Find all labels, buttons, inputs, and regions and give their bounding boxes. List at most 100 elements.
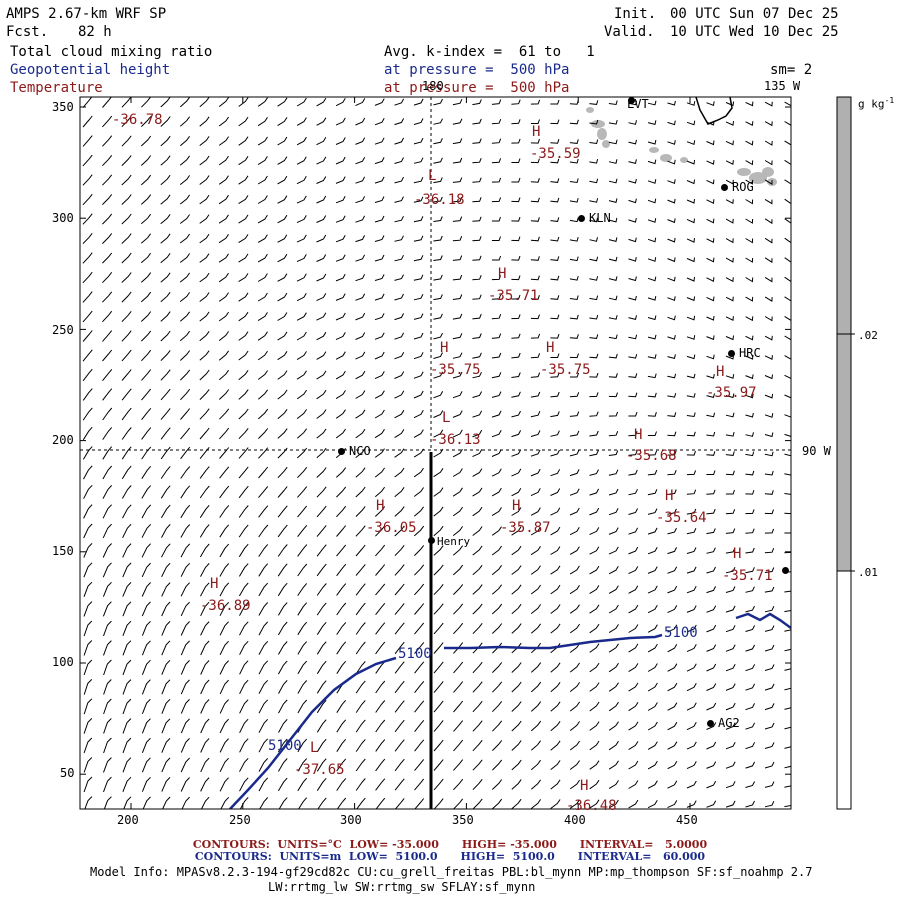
wind-barb	[530, 99, 541, 105]
wind-barb	[589, 604, 600, 614]
wind-barb	[297, 583, 308, 596]
station-label: HRC	[739, 346, 761, 360]
wind-barb	[569, 430, 580, 437]
wind-barb	[121, 115, 132, 128]
wind-barb	[472, 294, 482, 300]
wind-barb	[122, 601, 132, 617]
wind-barb	[764, 528, 775, 534]
wind-barb	[394, 798, 405, 809]
wind-barb	[686, 198, 695, 204]
temp-extremum-value: -37.65	[294, 762, 345, 778]
wind-barb	[82, 135, 93, 147]
wind-barb	[628, 760, 639, 770]
wind-barb	[608, 373, 618, 378]
wind-barb	[745, 257, 754, 263]
wind-barb	[453, 642, 464, 654]
x-tick-label: 250	[229, 813, 251, 827]
wind-barb	[335, 390, 346, 400]
wind-barb	[628, 159, 637, 165]
wind-barb	[647, 585, 658, 594]
wind-barb	[745, 489, 755, 495]
wind-barb	[374, 371, 385, 380]
wind-barb	[257, 253, 268, 263]
wind-barb	[316, 777, 327, 791]
wind-barb	[316, 156, 327, 165]
wind-barb	[257, 117, 268, 127]
wind-barb	[530, 236, 540, 242]
wind-barb	[238, 582, 249, 597]
wind-barb	[686, 722, 697, 731]
wind-barb	[745, 644, 756, 652]
y-tick-label: 150	[52, 544, 74, 558]
wind-barb	[472, 236, 482, 242]
wind-barb	[199, 311, 210, 322]
wind-barb	[180, 757, 190, 773]
wind-barb	[336, 738, 347, 752]
wind-barb	[472, 720, 483, 732]
valid-label: Valid.	[604, 24, 655, 40]
wind-barb	[239, 757, 249, 772]
wind-barb	[647, 179, 657, 184]
wind-barb	[316, 428, 327, 439]
wind-barb	[180, 699, 190, 714]
wind-barb	[102, 388, 113, 401]
wind-barb	[706, 354, 715, 360]
wind-barb	[706, 528, 716, 535]
wind-barb	[414, 778, 425, 791]
wind-barb	[199, 292, 210, 302]
wind-barb	[433, 487, 444, 497]
wind-barb	[375, 680, 386, 694]
wind-barb	[784, 394, 791, 399]
wind-barb	[569, 488, 580, 496]
wind-barb	[453, 759, 464, 771]
wind-barb	[530, 275, 540, 281]
wind-barb	[647, 392, 657, 398]
wind-barb	[452, 157, 463, 164]
wind-barb	[784, 453, 791, 457]
wind-barb	[550, 507, 561, 516]
wind-barb	[200, 660, 210, 675]
wind-barb	[569, 604, 580, 614]
wind-barb	[218, 234, 229, 244]
wind-barb	[82, 310, 93, 323]
wind-barb	[530, 662, 542, 673]
wind-barb	[764, 335, 773, 341]
wind-barb	[374, 313, 385, 321]
wind-barb	[667, 412, 677, 417]
wind-barb	[784, 257, 791, 263]
height-contour-label: 5100	[398, 646, 432, 662]
wind-barb	[667, 470, 677, 476]
wind-barb	[121, 213, 132, 225]
wind-barb	[472, 468, 483, 477]
wind-barb	[530, 526, 541, 536]
wind-barb	[122, 757, 132, 773]
wind-barb	[82, 252, 93, 264]
wind-barb	[413, 390, 424, 399]
wind-barb	[83, 581, 93, 597]
wind-barb	[725, 277, 734, 283]
wind-barb	[628, 527, 639, 535]
wind-barb	[745, 432, 754, 437]
wind-barb	[647, 315, 657, 321]
wind-barb	[335, 428, 347, 439]
cloud-patches	[586, 107, 777, 186]
wind-barb	[375, 564, 386, 576]
wind-barb	[277, 331, 288, 341]
colorbar-units-text: g kg	[858, 97, 885, 111]
y-tick-label: 200	[52, 433, 74, 447]
wind-barb	[686, 296, 696, 302]
wind-barb	[764, 140, 773, 146]
wind-barb	[258, 738, 269, 753]
wind-barb	[335, 98, 346, 107]
wind-barb	[199, 369, 210, 381]
wind-barb	[452, 236, 463, 242]
wind-barb	[647, 682, 658, 692]
wind-barb	[472, 700, 483, 713]
wind-barb	[764, 198, 773, 205]
wind-barb	[238, 175, 249, 185]
cloud-patch	[591, 120, 605, 128]
wind-barb	[667, 198, 676, 204]
wind-barb	[179, 194, 191, 205]
wind-barb	[219, 582, 230, 597]
wind-barb	[83, 484, 93, 499]
